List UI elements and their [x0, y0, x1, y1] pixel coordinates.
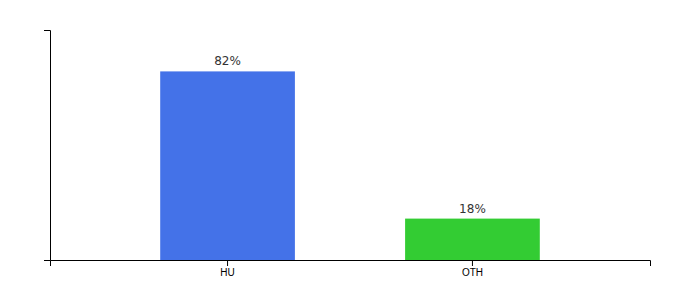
bar	[160, 71, 295, 260]
plot: HU OTH 82% 18%	[44, 31, 651, 279]
bar	[405, 219, 540, 260]
x-tick-label: OTH	[462, 267, 483, 278]
x-tick-mark	[472, 260, 473, 266]
y-axis	[44, 31, 51, 261]
x-tick-label: HU	[220, 267, 234, 278]
x-axis-line	[51, 261, 651, 267]
x-tick: OTH	[462, 260, 483, 278]
data-label: 18%	[459, 202, 486, 216]
y-axis-line	[44, 31, 51, 261]
x-tick-mark	[227, 260, 228, 266]
bars	[160, 71, 540, 260]
data-labels: 82% 18%	[214, 54, 486, 215]
data-label: 82%	[214, 54, 241, 68]
x-axis: HU OTH	[51, 260, 651, 278]
chart: HU OTH 82% 18%	[0, 0, 680, 300]
x-tick: HU	[220, 260, 234, 278]
